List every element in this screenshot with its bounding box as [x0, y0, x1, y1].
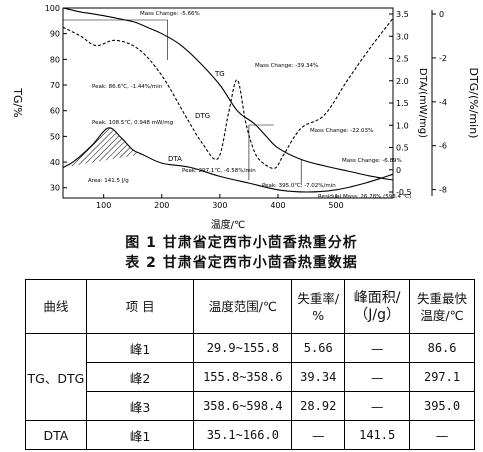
- y-dtg-axis-label: DTG/(%/min): [467, 68, 480, 139]
- y-dta-tick-label: 3.0: [396, 32, 409, 41]
- header-max-loss-temp: 失重最快 温度/℃: [409, 279, 475, 334]
- cell-temp-range: 155.8~358.6: [193, 362, 293, 392]
- cell-max-loss-temp: 86.6: [409, 333, 475, 363]
- cell-loss-rate: 39.34: [291, 362, 346, 392]
- group-cell-tg-dtg: TG、DTG: [25, 333, 87, 421]
- header-loss-rate-l1: 失重率/: [297, 290, 340, 306]
- y-dta-tick-label: 3.5: [396, 10, 409, 19]
- y-dta-tick-label: 1.5: [396, 99, 409, 108]
- cell-item: 峰3: [85, 391, 195, 421]
- y-left-tick-label: 60: [50, 107, 60, 116]
- table-row: TG、DTG 峰1 29.9~155.8 5.66 — 86.6: [25, 333, 475, 421]
- table-caption: 表 2 甘肃省定西市小茴香热重数据: [125, 255, 358, 271]
- y-left-tick-label: 70: [50, 81, 60, 90]
- cell-temp-range: 29.9~155.8: [193, 333, 293, 363]
- cell-item: 峰1: [85, 333, 195, 363]
- y-dtg-tick-label: -4: [439, 98, 447, 107]
- annot-peak-dta: Peak: 108.5℃, 0.948 mW/mg: [92, 119, 173, 126]
- y-dtg-tick-label: -6: [439, 142, 447, 151]
- cell-item: 峰2: [85, 362, 195, 392]
- cell-loss-rate: —: [291, 420, 346, 450]
- x-tick-label: 200: [154, 201, 169, 210]
- dta-peak-area-hatch: [63, 127, 142, 168]
- thermogram-chart: 100 200 300 400 500 100 90 80 70 60 50 40 30 3.5 3.0 2.…: [11, 4, 480, 231]
- thermal-data-table: 曲线 项 目 温度范围/℃ 失重率/% 峰面积/（J/g） 失重最快 温度/℃ T…: [25, 279, 475, 450]
- annot-area: Area: 141.5 J/g: [88, 178, 129, 184]
- y-dta-tick-label: 0.5: [396, 144, 409, 153]
- y-dta-tick-label: 2.5: [396, 55, 409, 64]
- y-dtg-tick-label: -2: [439, 54, 447, 63]
- y-dta-tick-label: -0.5: [396, 188, 412, 197]
- table-row: 峰3 358.6~598.4 28.92 — 395.0: [26, 391, 475, 421]
- y-left-tick-label: 90: [50, 30, 60, 39]
- y-dtg-tick-label: -8: [439, 186, 447, 195]
- y-dta-tick-label: 2.0: [396, 77, 409, 86]
- header-temp-range: 温度范围/℃: [193, 279, 293, 334]
- cell-max-loss-temp: 395.0: [409, 391, 475, 421]
- curve-label-tg: TG: [214, 70, 225, 78]
- annot-mass-change-3: Mass Change: -22.03%: [310, 128, 373, 134]
- cell-loss-rate: 5.66: [291, 333, 346, 363]
- cell-peak-area: 141.5: [344, 420, 411, 450]
- cell-max-loss-temp: 297.1: [409, 362, 475, 392]
- cell-peak-area: —: [344, 362, 411, 392]
- header-peak-area-l1: 峰面积/: [353, 289, 401, 306]
- cell-peak-area: —: [344, 333, 411, 363]
- figure-caption: 图 1 甘肃省定西市小茴香热重分析: [125, 235, 358, 251]
- header-loss-rate-l2: %: [312, 307, 325, 323]
- table-header-row: 曲线 项 目 温度范围/℃ 失重率/% 峰面积/（J/g） 失重最快 温度/℃: [25, 279, 475, 334]
- header-max-loss-l2: 温度/℃: [420, 307, 464, 323]
- annot-mass-change-4: Mass Change: -6.89%: [342, 158, 402, 164]
- header-curve: 曲线: [25, 279, 87, 334]
- x-axis-label: 温度/℃: [211, 218, 246, 231]
- curve-label-dta: DTA: [168, 155, 182, 163]
- dtg-curve: [62, 18, 394, 169]
- x-tick-label: 400: [270, 201, 285, 210]
- x-tick-label: 300: [212, 201, 227, 210]
- annot-residual: Residual Mass: 26.78% (598.4 ℃): [318, 193, 411, 200]
- y-left-tick-label: 100: [45, 4, 60, 13]
- y-dta-tick-label: 0: [396, 166, 401, 175]
- y-left-tick-label: 30: [50, 184, 60, 193]
- annot-peak-dtg-3: Peak: 395.0℃, -7.02%/min: [262, 182, 336, 189]
- y-left-tick-label: 80: [50, 55, 60, 64]
- cell-loss-rate: 28.92: [291, 391, 346, 421]
- header-peak-area: 峰面积/（J/g）: [344, 279, 411, 334]
- cell-temp-range: 35.1~166.0: [193, 420, 293, 450]
- x-tick-label: 100: [96, 201, 111, 210]
- y-dta-tick-label: 1.0: [396, 121, 409, 130]
- y-left-tick-label: 40: [50, 158, 60, 167]
- x-tick-label: 500: [328, 201, 343, 210]
- y-dtg-tick-label: 0: [439, 10, 444, 19]
- curve-label-dtg: DTG: [195, 112, 210, 120]
- header-loss-rate: 失重率/%: [291, 279, 346, 334]
- y-left-axis-label: TG/%: [11, 87, 24, 117]
- annot-peak-dtg-1: Peak: 86.6℃, -1.44%/min: [92, 83, 163, 90]
- table-row: DTA 峰1 35.1~166.0 — 141.5 —: [25, 420, 475, 450]
- cell-max-loss-temp: —: [409, 420, 475, 450]
- annot-mass-change-1: Mass Change: -5.66%: [140, 11, 200, 17]
- y-dta-axis-label: DTA/(mW/mg): [417, 68, 428, 138]
- annot-mass-change-2: Mass Change: -39.34%: [255, 63, 318, 69]
- header-max-loss-l1: 失重最快: [417, 290, 468, 306]
- table-row: 峰2 155.8~358.6 39.34 — 297.1: [26, 362, 475, 392]
- cell-item: 峰1: [85, 420, 195, 450]
- cell-temp-range: 358.6~598.4: [193, 391, 293, 421]
- header-item: 项 目: [85, 279, 195, 334]
- annot-peak-dtg-2: Peak: 297.1℃, -6.58%/min: [182, 167, 256, 174]
- y-left-tick-label: 50: [50, 132, 60, 141]
- group-cell-dta: DTA: [25, 420, 87, 450]
- cell-peak-area: —: [344, 391, 411, 421]
- header-peak-area-l2: （J/g）: [354, 306, 401, 323]
